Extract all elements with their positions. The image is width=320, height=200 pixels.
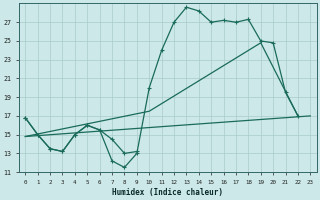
X-axis label: Humidex (Indice chaleur): Humidex (Indice chaleur): [112, 188, 223, 197]
